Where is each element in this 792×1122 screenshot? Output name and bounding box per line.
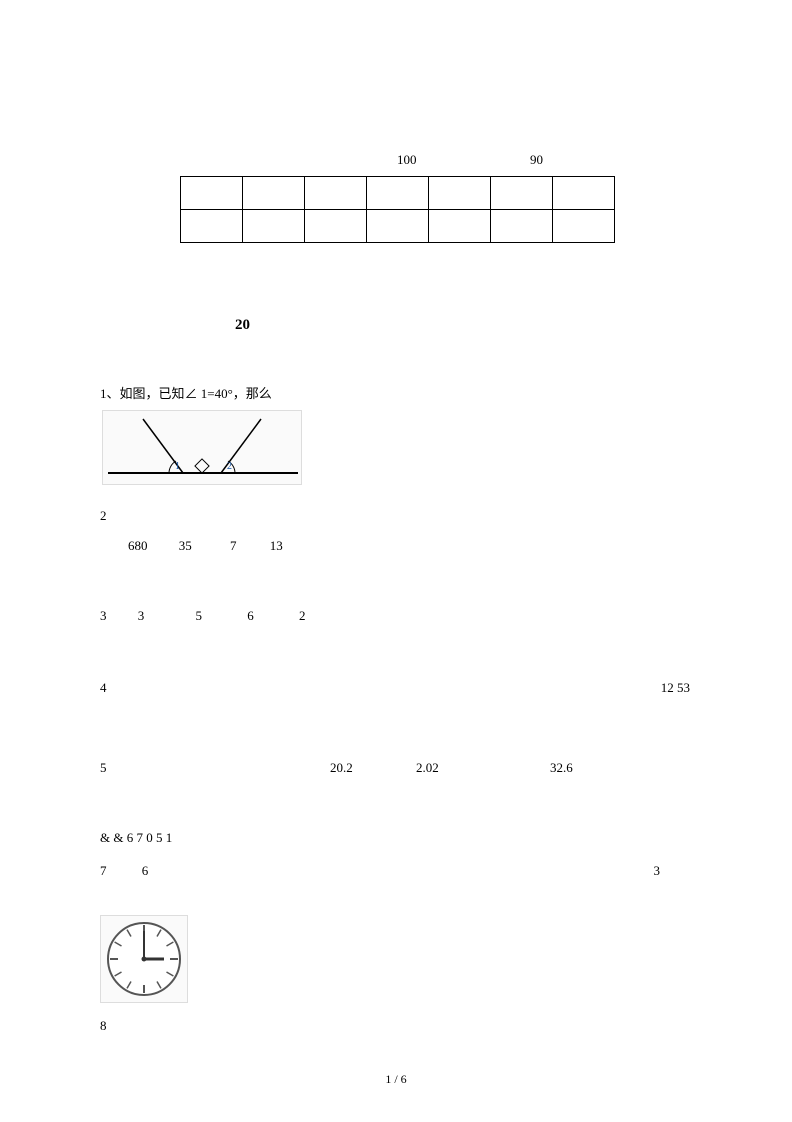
clock-center <box>142 957 147 962</box>
angle-label-2: 2 <box>227 461 232 472</box>
question-2-number: 2 <box>100 508 107 524</box>
q3-val: 2 <box>299 608 306 624</box>
table-cell <box>429 210 491 243</box>
question-2-line: 680 35 7 13 <box>100 538 283 554</box>
q3-val: 5 <box>196 608 203 624</box>
q2-val: 680 <box>128 538 148 554</box>
question-4-line: 4 12 53 <box>100 680 690 696</box>
table-row <box>181 177 615 210</box>
q2-val: 35 <box>179 538 192 554</box>
right-angle-square <box>195 459 209 473</box>
q4-right: 12 53 <box>661 680 690 696</box>
q3-val: 6 <box>247 608 254 624</box>
question-6-line: & & 6 7 0 5 1 <box>100 830 182 846</box>
table-cell <box>367 177 429 210</box>
header-value-2: 90 <box>530 152 543 168</box>
q5-v1: 20.2 <box>330 760 353 776</box>
table-cell <box>243 210 305 243</box>
q3-val: 3 <box>100 608 107 624</box>
q2-val: 13 <box>270 538 283 554</box>
clock-diagram <box>100 915 188 1003</box>
q7-left: 7 <box>100 863 107 878</box>
header-value-1: 100 <box>397 152 417 168</box>
table-cell <box>181 210 243 243</box>
q3-val: 3 <box>138 608 145 624</box>
q2-val: 7 <box>230 538 237 554</box>
q5-left: 5 <box>100 760 107 775</box>
angle-label-1: 1 <box>175 461 180 472</box>
angle-diagram: 1 2 <box>102 410 302 485</box>
q5-v2: 2.02 <box>416 760 439 776</box>
question-8-number: 8 <box>100 1018 107 1034</box>
question-3-line: 3 3 5 6 2 <box>100 608 306 624</box>
table-cell <box>553 177 615 210</box>
question-5-line: 5 20.2 2.02 32.6 <box>100 760 690 776</box>
section-label: 20 <box>235 317 250 334</box>
q7-mid: 6 <box>142 863 149 878</box>
question-1-text: 1、如图，已知∠ 1=40°，那么 <box>100 383 272 402</box>
table-cell <box>181 177 243 210</box>
table-row <box>181 210 615 243</box>
q5-v3: 32.6 <box>550 760 573 776</box>
q6-text: & & 6 7 0 5 1 <box>100 830 172 845</box>
q4-left: 4 <box>100 680 107 695</box>
q7-right: 3 <box>654 863 661 879</box>
table-cell <box>553 210 615 243</box>
score-table <box>180 176 615 243</box>
table-cell <box>243 177 305 210</box>
table-cell <box>305 210 367 243</box>
table-cell <box>367 210 429 243</box>
page-number: 1 / 6 <box>0 1072 792 1087</box>
table-cell <box>429 177 491 210</box>
table-cell <box>491 210 553 243</box>
question-7-line: 7 6 3 <box>100 863 690 879</box>
table-cell <box>305 177 367 210</box>
table-cell <box>491 177 553 210</box>
